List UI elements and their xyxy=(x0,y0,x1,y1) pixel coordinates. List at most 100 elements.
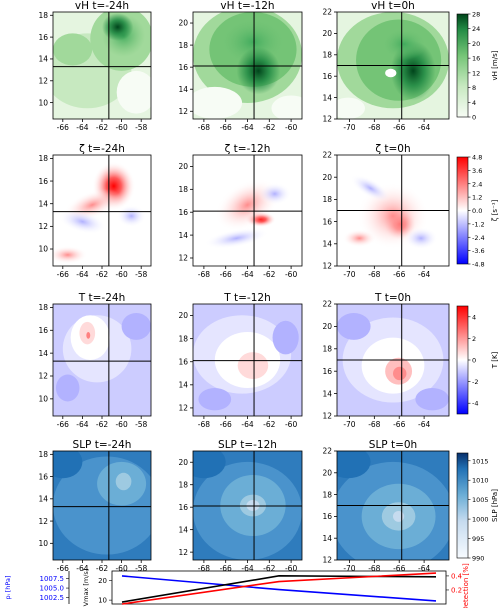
y-tick-label: 18 xyxy=(178,334,188,343)
y-tick-label: 22 xyxy=(322,151,332,160)
x-tick-label: -70 xyxy=(343,564,355,573)
colorbar-ramp xyxy=(456,156,469,265)
y-tick-label: 18 xyxy=(178,185,188,194)
panel-title: SLP t=-12h xyxy=(218,439,277,451)
colorbar-tick-label: 8 xyxy=(472,84,476,92)
y-tick-label: 16 xyxy=(178,503,188,512)
field-SLP-0 xyxy=(53,451,151,560)
colorbar-ramp xyxy=(456,305,469,415)
y-tick-label: 14 xyxy=(38,495,48,504)
right-axis-label: Detection [%] xyxy=(462,563,470,608)
x-tick-label: -66 xyxy=(57,420,69,429)
x-tick-label: -66 xyxy=(57,123,69,132)
y-tick-label: 14 xyxy=(38,55,48,64)
y-tick-label: 18 xyxy=(322,345,332,354)
y-tick-label: 14 xyxy=(322,389,332,398)
x-tick-label: -64 xyxy=(418,123,430,132)
field-zeta-0 xyxy=(53,155,151,266)
colorbar-tick-label: 3.6 xyxy=(472,167,482,175)
y-tick-label: 16 xyxy=(322,217,332,226)
field-SLP-2 xyxy=(337,451,449,560)
field-vH-1 xyxy=(193,12,302,119)
y-tick-label: 10 xyxy=(38,395,48,404)
panel-frame xyxy=(336,303,450,417)
panel-title: vH t=-24h xyxy=(75,0,129,12)
x-tick-label: -66 xyxy=(393,564,405,573)
y-tick-label: 18 xyxy=(38,11,48,20)
x-tick-label: -66 xyxy=(57,564,69,573)
y-tick-label: 20 xyxy=(178,19,188,28)
y-tick-label: 22 xyxy=(322,8,332,17)
y-tick-label: 14 xyxy=(322,240,332,249)
colorbar-ramp xyxy=(456,452,469,559)
panel-title: ζ t=0h xyxy=(375,143,410,155)
colorbar-label: T [K] xyxy=(491,351,499,369)
colorbar-tick-label: 24 xyxy=(472,25,480,33)
x-tick-label: -68 xyxy=(368,270,380,279)
colorbar-tick-label: 4 xyxy=(472,99,476,107)
x-tick-label: -60 xyxy=(115,123,127,132)
colorbar-SLP: 1015 1010 1005 1000 995 990 SLP [hPa] xyxy=(456,452,499,563)
y-tick-label: 20 xyxy=(322,29,332,38)
y-tick-label: 18 xyxy=(38,303,48,312)
y-tick-label: 20 xyxy=(178,458,188,467)
x-tick-label: -64 xyxy=(241,270,253,279)
x-tick-label: -70 xyxy=(343,270,355,279)
panel-title: SLP t=-24h xyxy=(73,439,132,451)
x-tick-label: -62 xyxy=(263,564,275,573)
colorbar-ramp xyxy=(456,13,469,118)
y-tick-label: 12 xyxy=(38,517,48,526)
y-tick-label: 14 xyxy=(178,85,188,94)
y-tick-label: 16 xyxy=(322,72,332,81)
panel-title: vH t=0h xyxy=(371,0,415,12)
panel-title: ζ t=-12h xyxy=(225,143,271,155)
left-inner-tick-label: 10 xyxy=(98,597,107,605)
y-tick-label: 16 xyxy=(178,208,188,217)
panel-frame xyxy=(336,154,450,267)
panel-zeta-1: ζ t=-12h -68 -66 -64 -62 -60 12 14 16 18 20 xyxy=(178,143,303,279)
colorbar-label: ζ [s⁻¹] xyxy=(491,199,499,221)
x-tick-label: -68 xyxy=(198,564,210,573)
left-outer-tick-label: 1007.5 xyxy=(40,575,65,583)
colorbar-tick-label: 4.8 xyxy=(472,154,482,162)
x-tick-label: -68 xyxy=(368,123,380,132)
panel-zeta-0: ζ t=-24h -66 -64 -62 -60 -58 10 12 14 16 18 xyxy=(38,143,152,279)
x-tick-label: -70 xyxy=(343,420,355,429)
y-tick-label: 14 xyxy=(178,381,188,390)
colorbar-vH: 0 4 8 12 16 20 24 28 vH [m/s] xyxy=(456,11,499,122)
panel-T-1: T t=-12h -68 -66 -64 -62 -60 12 14 16 18 20 xyxy=(178,292,303,429)
panel-vH-1: vH t=-12h -68 -66 -64 -62 -60 12 14 16 18 20 xyxy=(178,0,303,132)
colorbar-tick-label: 16 xyxy=(472,55,480,63)
panel-title: ζ t=-24h xyxy=(79,143,125,155)
colorbar-tick-label: -4.8 xyxy=(472,261,485,269)
colorbar-tick-label: -2.4 xyxy=(472,234,485,242)
x-tick-label: -60 xyxy=(285,420,297,429)
x-tick-label: -66 xyxy=(220,564,232,573)
x-tick-label: -62 xyxy=(263,123,275,132)
x-tick-label: -58 xyxy=(135,420,147,429)
colorbar-tick-label: 1.2 xyxy=(472,194,482,202)
panel-title: T t=-24h xyxy=(78,292,125,304)
y-tick-label: 12 xyxy=(178,548,188,557)
panel-T-0: T t=-24h -66 -64 -62 -60 -58 10 12 14 16 18 xyxy=(38,292,152,429)
x-tick-label: -68 xyxy=(198,420,210,429)
panel-frame xyxy=(336,11,450,120)
y-tick-label: 12 xyxy=(322,115,332,124)
colorbar-tick-label: 0 xyxy=(472,357,476,365)
colorbar-tick-label: 1010 xyxy=(472,477,489,485)
colorbar-tick-label: -2 xyxy=(472,378,478,386)
x-tick-label: -58 xyxy=(135,564,147,573)
y-tick-label: 14 xyxy=(322,93,332,102)
colorbar-tick-label: 0 xyxy=(472,114,476,122)
panel-SLP-1: SLP t=-12h -68 -66 -64 -62 -60 12 14 16 18 20 xyxy=(178,439,303,573)
y-tick-label: 18 xyxy=(322,490,332,499)
panel-frame xyxy=(336,450,450,561)
panel-title: vH t=-12h xyxy=(220,0,274,12)
x-tick-label: -68 xyxy=(368,564,380,573)
y-tick-label: 18 xyxy=(178,41,188,50)
panel-SLP-0: SLP t=-24h -66 -64 -62 -60 -58 10 12 14 16 18 xyxy=(38,439,152,573)
x-tick-label: -66 xyxy=(220,123,232,132)
y-tick-label: 20 xyxy=(322,469,332,478)
y-tick-label: 18 xyxy=(38,154,48,163)
x-tick-label: -62 xyxy=(263,270,275,279)
